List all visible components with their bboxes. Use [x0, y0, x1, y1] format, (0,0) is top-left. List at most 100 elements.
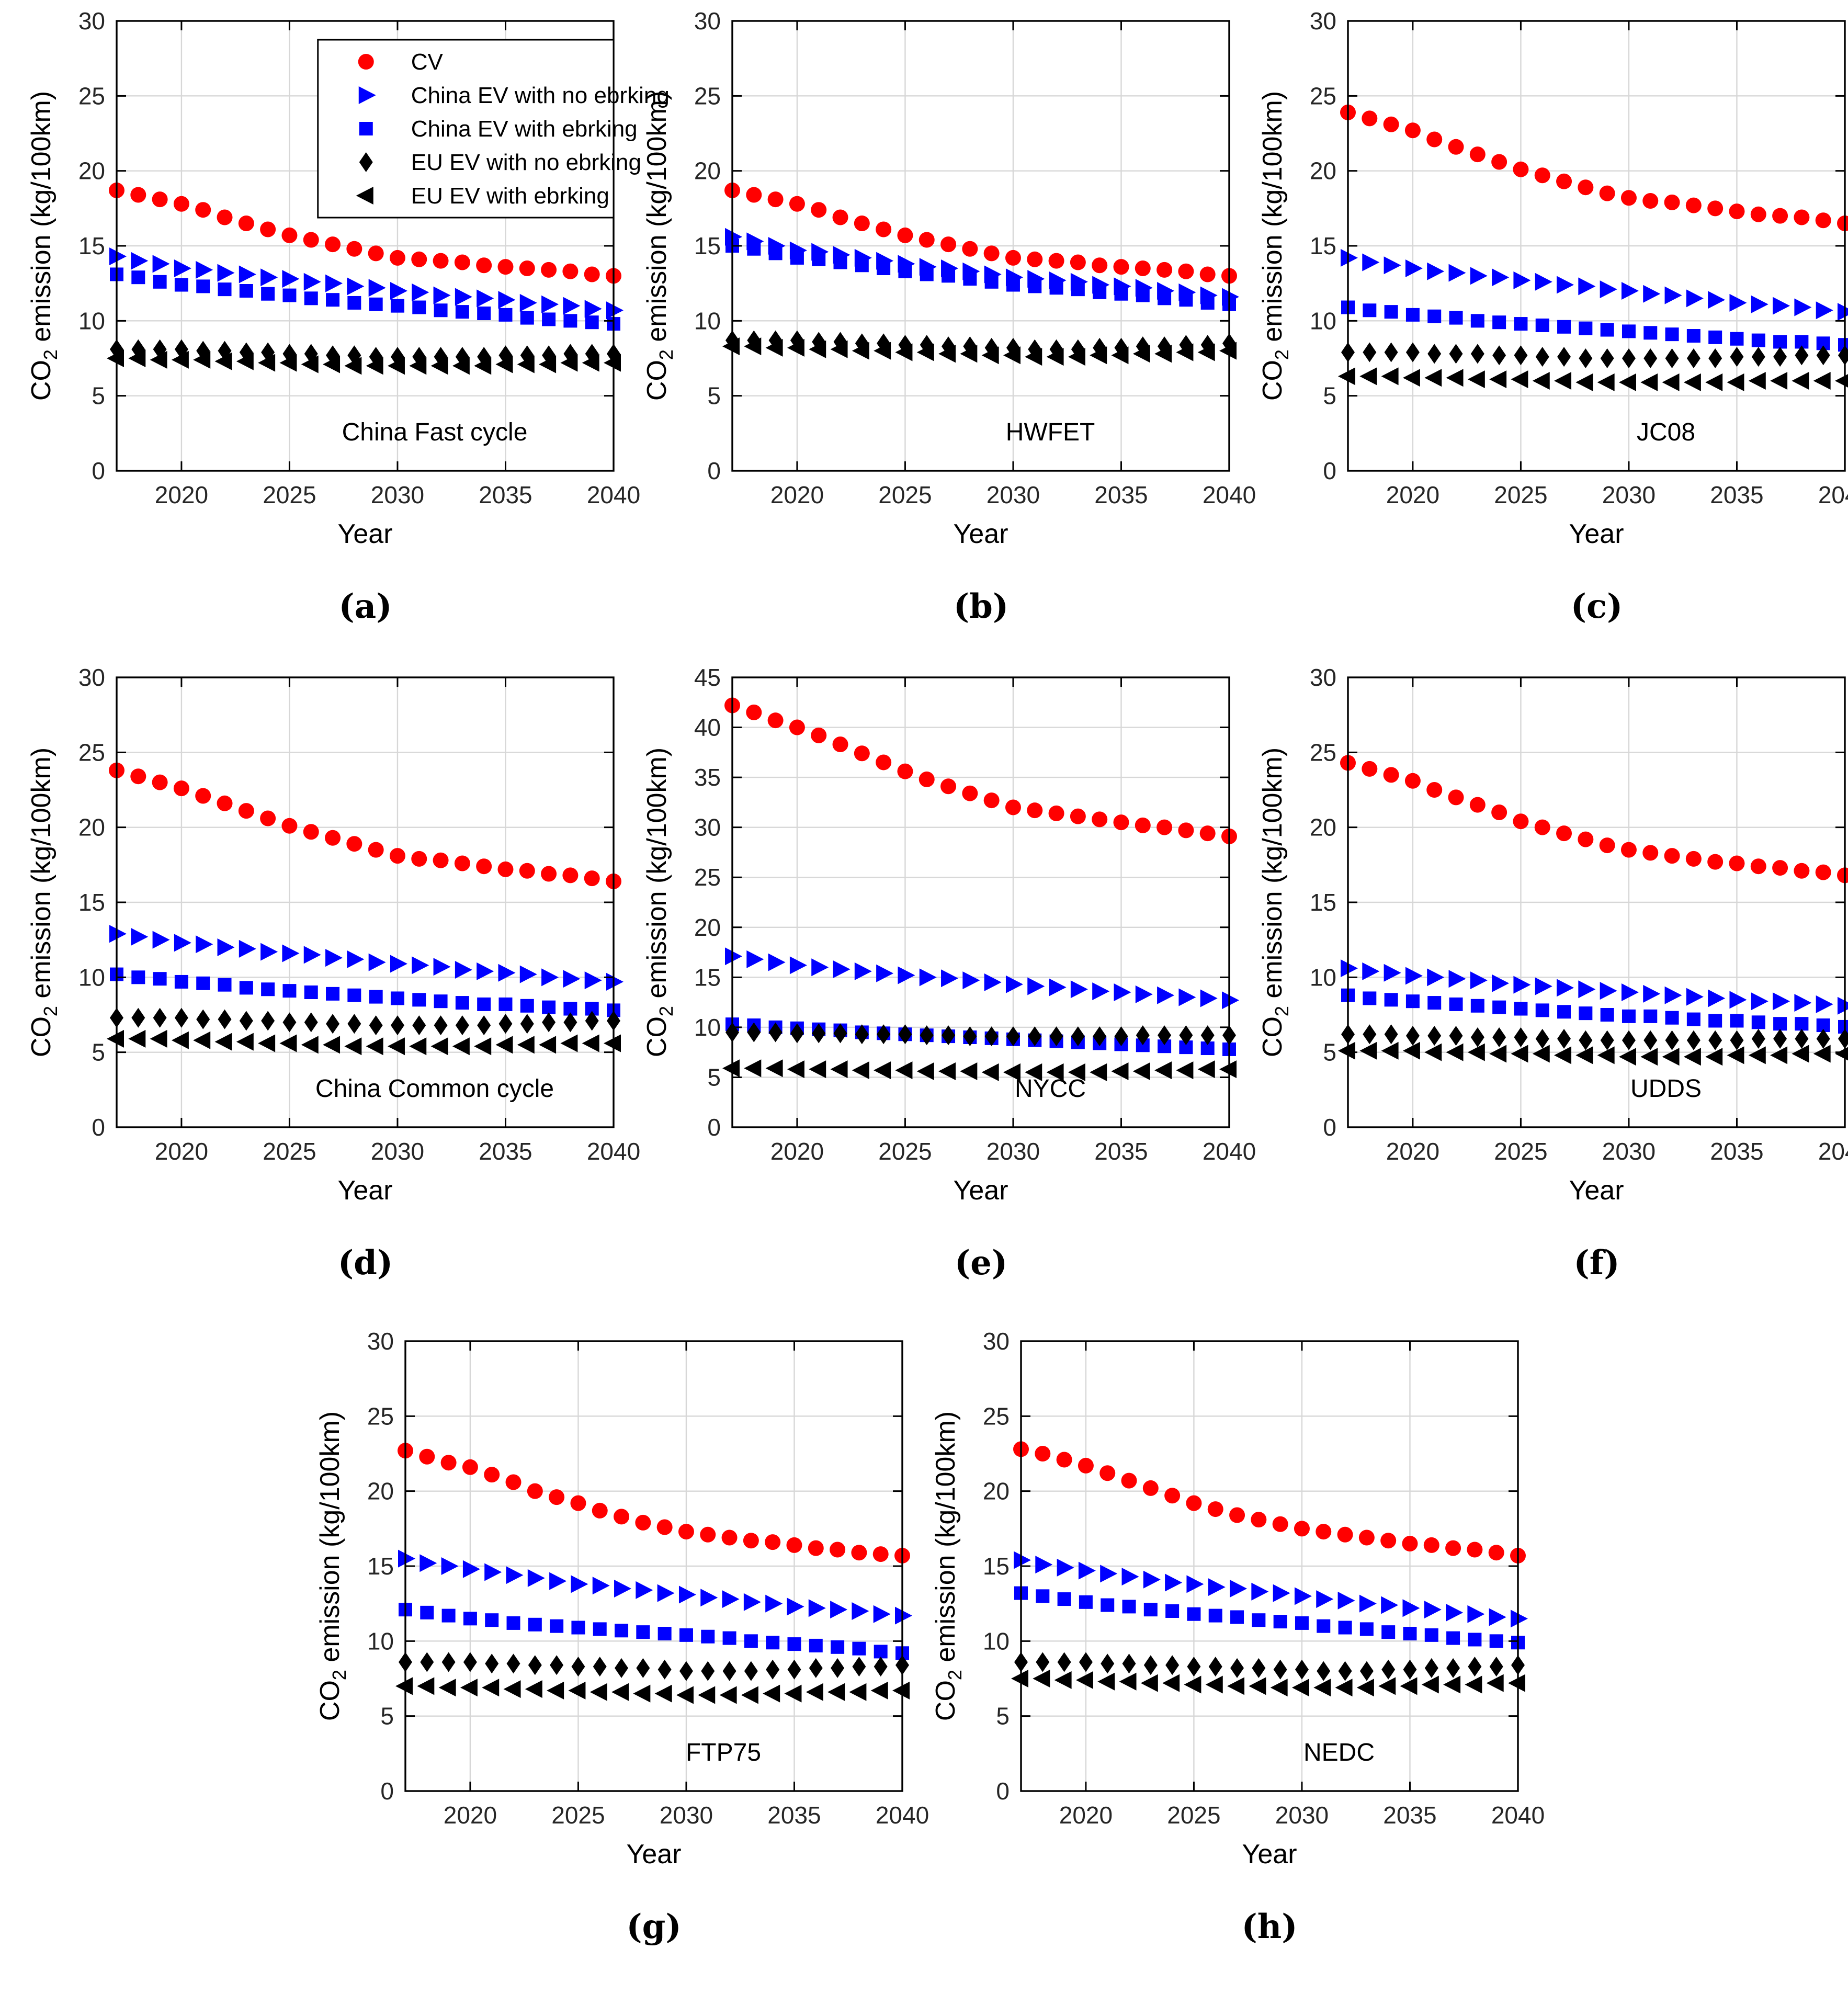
data-point-eu_ev_ebrking: [1402, 1041, 1420, 1060]
data-point-cv: [260, 221, 276, 237]
data-point-china_ev_ebrking: [1071, 282, 1085, 297]
data-point-china_ev_no_ebrking: [1664, 986, 1682, 1004]
data-point-eu_ev_no_ebrking: [1384, 342, 1398, 362]
data-point-eu_ev_no_ebrking: [765, 1659, 779, 1680]
y-tick-label: 10: [367, 1627, 393, 1655]
data-point-cv: [1362, 761, 1378, 777]
data-point-china_ev_no_ebrking: [678, 1585, 696, 1604]
data-point-china_ev_ebrking: [1143, 1603, 1158, 1617]
y-tick-label: 15: [982, 1553, 1009, 1580]
data-point-china_ev_no_ebrking: [433, 286, 451, 304]
data-point-china_ev_no_ebrking: [962, 971, 980, 990]
x-tick-label: 2020: [770, 481, 824, 508]
data-point-eu_ev_ebrking: [1705, 373, 1723, 391]
data-point-china_ev_no_ebrking: [1708, 291, 1726, 309]
data-point-china_ev_ebrking: [196, 976, 210, 990]
data-point-china_ev_no_ebrking: [1402, 1599, 1420, 1617]
data-point-cv: [940, 778, 957, 795]
data-point-china_ev_ebrking: [434, 303, 448, 318]
data-point-eu_ev_no_ebrking: [1730, 1030, 1744, 1050]
data-point-china_ev_no_ebrking: [549, 1572, 566, 1590]
data-point-cv: [1157, 819, 1173, 835]
data-point-eu_ev_ebrking: [258, 1034, 276, 1052]
data-point-china_ev_ebrking: [261, 287, 275, 301]
data-point-china_ev_no_ebrking: [1078, 1561, 1096, 1580]
data-point-eu_ev_ebrking: [916, 1062, 934, 1080]
data-point-china_ev_no_ebrking: [462, 1560, 480, 1578]
subplot-d: 2020 2025 2030 2035 2040 0 5 10 15 20 25 30 Year CO2 …: [20, 656, 640, 1283]
data-point-china_ev_no_ebrking: [1427, 262, 1445, 280]
data-point-cv: [1491, 154, 1507, 170]
data-point-china_ev_ebrking: [963, 272, 977, 286]
data-point-cv: [1664, 194, 1680, 210]
chart-g-canvas: 2020 2025 2030 2035 2040051015202530YearCO2 …: [315, 1328, 929, 1870]
data-point-china_ev_ebrking: [412, 993, 426, 1007]
y-tick-label: 10: [1310, 307, 1336, 334]
data-point-eu_ev_ebrking: [517, 355, 535, 373]
data-point-china_ev_no_ebrking: [1510, 1610, 1528, 1628]
data-point-china_ev_no_ebrking: [1337, 1591, 1355, 1610]
data-point-china_ev_ebrking: [1470, 314, 1484, 328]
data-point-cv: [1294, 1521, 1310, 1537]
data-point-china_ev_no_ebrking: [390, 282, 407, 300]
data-point-cv: [811, 727, 827, 743]
data-point-china_ev_no_ebrking: [1178, 988, 1196, 1006]
x-axis-label: Year: [953, 519, 1008, 549]
data-point-china_ev_ebrking: [1384, 993, 1398, 1007]
x-tick-label: 2035: [1094, 1138, 1148, 1165]
data-point-eu_ev_no_ebrking: [1446, 1658, 1460, 1678]
data-point-eu_ev_ebrking: [1424, 369, 1442, 387]
data-point-eu_ev_ebrking: [604, 354, 621, 372]
subplot-f-caption: (f): [1573, 1243, 1620, 1283]
data-point-cv: [130, 187, 146, 203]
data-point-cv: [1448, 789, 1464, 806]
data-point-cv: [1337, 1526, 1353, 1543]
series-china_ev_no_ebrking: [398, 1549, 912, 1625]
legend-marker-eu_ev_ebrking: [356, 187, 373, 205]
data-point-china_ev_no_ebrking: [282, 270, 300, 288]
data-point-china_ev_ebrking: [1686, 1012, 1700, 1026]
series-eu_ev_no_ebrking: [1341, 1024, 1848, 1050]
data-point-eu_ev_ebrking: [517, 1036, 535, 1054]
data-point-cv: [592, 1502, 608, 1519]
y-tick-label: 0: [707, 1114, 721, 1141]
data-point-eu_ev_ebrking: [279, 354, 297, 372]
data-point-china_ev_ebrking: [1795, 1017, 1809, 1031]
data-point-china_ev_ebrking: [1751, 1015, 1765, 1029]
data-point-cv: [570, 1495, 586, 1511]
data-point-china_ev_no_ebrking: [1222, 991, 1239, 1010]
data-point-china_ev_ebrking: [700, 1629, 715, 1644]
data-point-china_ev_no_ebrking: [217, 264, 235, 282]
data-point-china_ev_ebrking: [463, 1612, 477, 1626]
data-point-china_ev_ebrking: [1427, 996, 1442, 1010]
data-point-eu_ev_ebrking: [395, 1677, 413, 1695]
data-point-cv: [1750, 206, 1766, 222]
data-point-eu_ev_ebrking: [107, 1029, 124, 1048]
data-point-cv: [1380, 1533, 1396, 1549]
data-point-eu_ev_ebrking: [214, 352, 232, 370]
data-point-china_ev_ebrking: [1402, 1627, 1416, 1640]
data-point-eu_ev_ebrking: [1154, 345, 1172, 363]
data-point-china_ev_ebrking: [1028, 279, 1042, 293]
data-point-eu_ev_ebrking: [632, 1684, 650, 1703]
data-point-china_ev_ebrking: [542, 1000, 556, 1014]
x-tick-label: 2025: [1494, 1138, 1547, 1165]
data-point-china_ev_ebrking: [852, 1641, 866, 1656]
data-point-eu_ev_no_ebrking: [1114, 1026, 1128, 1047]
data-point-china_ev_no_ebrking: [347, 950, 365, 968]
data-point-eu_ev_no_ebrking: [787, 1659, 801, 1680]
data-point-eu_ev_no_ebrking: [455, 1015, 469, 1036]
data-point-china_ev_no_ebrking: [506, 1566, 524, 1584]
data-point-eu_ev_ebrking: [1111, 1062, 1129, 1080]
subplot-a-caption: (a): [338, 587, 392, 626]
series-eu_ev_ebrking: [395, 1677, 910, 1704]
data-point-cv: [303, 232, 319, 248]
data-point-eu_ev_ebrking: [1140, 1674, 1158, 1692]
data-point-china_ev_no_ebrking: [1448, 264, 1466, 282]
data-point-eu_ev_no_ebrking: [1100, 1653, 1114, 1674]
data-point-china_ev_no_ebrking: [152, 931, 170, 949]
subplot-c: 20202025203020352040051015202530YearCO2 …: [1251, 0, 1848, 626]
data-point-cv: [634, 1514, 651, 1531]
data-point-eu_ev_ebrking: [809, 340, 826, 358]
data-point-eu_ev_ebrking: [697, 1686, 715, 1704]
